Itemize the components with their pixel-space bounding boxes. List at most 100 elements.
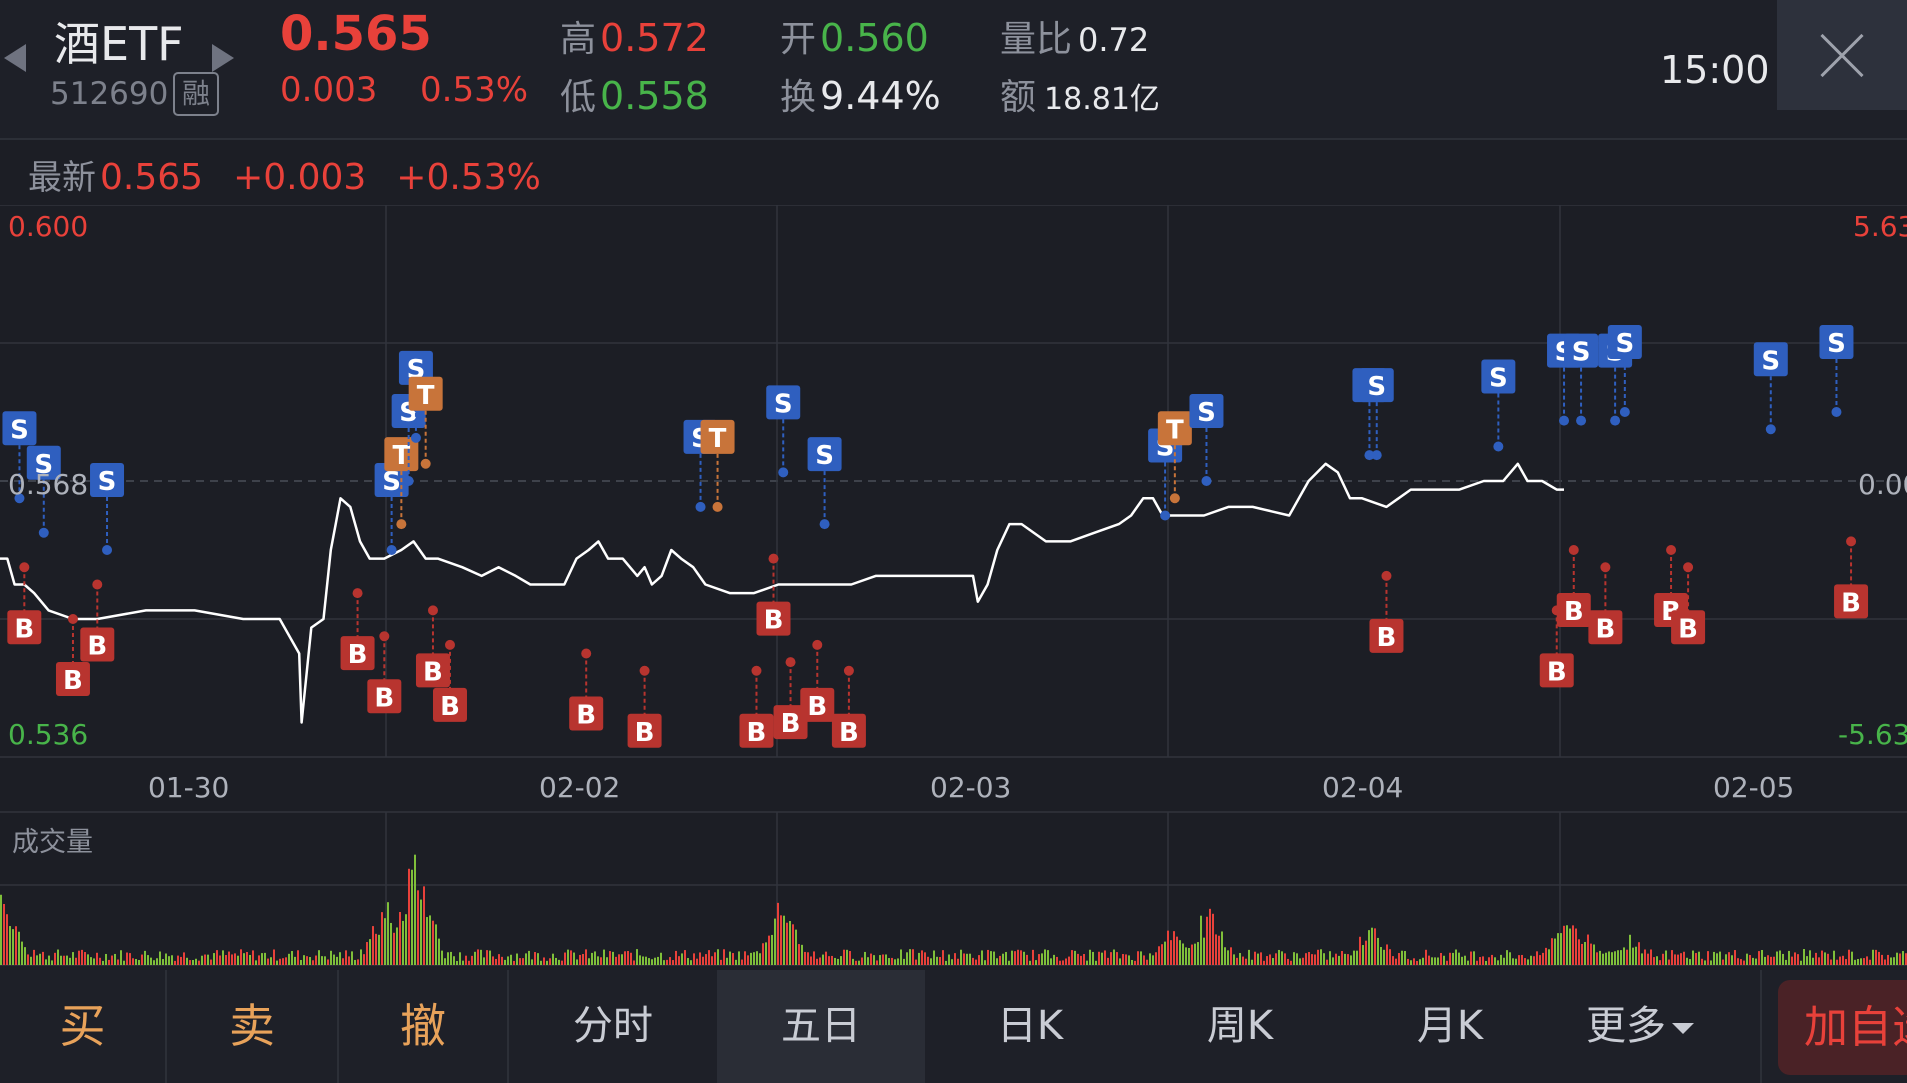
volume-bar (765, 942, 767, 965)
volume-bar (1428, 955, 1430, 965)
volume-bar (783, 915, 785, 965)
volume-bar (1236, 957, 1238, 965)
open-stat: 开 0.560 (780, 10, 929, 62)
current-price: 0.565 (280, 6, 432, 62)
volume-bar (1227, 950, 1229, 965)
volume-bar (1011, 950, 1013, 965)
marker-dot (843, 665, 854, 676)
volume-bar (1803, 949, 1805, 965)
tab-month-k[interactable]: 月K (1416, 1003, 1484, 1049)
sell-button[interactable]: 卖 (229, 999, 275, 1053)
volume-bar (747, 955, 749, 965)
volume-bar (945, 960, 947, 965)
volume-bar (573, 952, 575, 965)
trade-marker-label: S (34, 450, 53, 480)
x-axis-label-4: 02-04 (1322, 771, 1403, 804)
volume-bar (1287, 958, 1289, 965)
trade-marker-s (1607, 325, 1642, 359)
volume-bar (180, 956, 182, 965)
volume-bar (693, 953, 695, 965)
buy-button[interactable]: 买 (59, 999, 106, 1053)
volume-bar (1713, 951, 1715, 965)
volume-bar (876, 960, 878, 965)
volume-bar (534, 952, 536, 965)
volume-bar (390, 922, 392, 965)
tab-more[interactable]: 更多 (1555, 970, 1725, 1083)
marker-dot (102, 545, 113, 555)
tab-week-k[interactable]: 周K (1206, 1003, 1274, 1049)
volume-bar (1311, 954, 1313, 965)
volume-bar (948, 954, 950, 965)
close-icon[interactable] (1777, 0, 1907, 110)
volume-bar (570, 950, 572, 965)
tab-five-day[interactable]: 五日 (717, 970, 925, 1083)
volume-bar (1116, 952, 1118, 965)
volume-bar (1881, 954, 1883, 965)
volume-bar (129, 953, 131, 965)
volume-bar (192, 960, 194, 965)
volume-bar (1347, 954, 1349, 965)
volume-bar (1110, 952, 1112, 965)
trade-marker-s (766, 385, 801, 420)
volume-bar (462, 960, 464, 965)
volume-bar (507, 956, 509, 965)
volume-bar (543, 957, 545, 965)
volume-bar (1788, 950, 1790, 965)
add-to-watchlist-button[interactable]: 加自选 (1778, 980, 1907, 1075)
next-stock-arrow-icon[interactable] (212, 44, 234, 72)
trade-marker-s (1564, 333, 1599, 368)
volume-bar (828, 956, 830, 965)
volume-bar (1890, 957, 1892, 965)
volume-bar (648, 958, 650, 965)
five-day-chart[interactable]: SBSBBSBBSTSSTBBBBSTBBSBBSBSTSSSBSBSSBSBS… (0, 205, 1907, 970)
volume-bar (1479, 957, 1481, 965)
tab-day-k[interactable]: 日K (996, 1003, 1064, 1049)
volume-bar (1215, 934, 1217, 965)
trade-marker-label: B (1547, 657, 1567, 687)
volume-bar (372, 926, 374, 965)
volume-bar (1851, 951, 1853, 965)
volume-bar (954, 953, 956, 965)
volume-bar (1353, 950, 1355, 965)
tab-intraday[interactable]: 分时 (573, 1003, 653, 1049)
volume-bar (1053, 954, 1055, 965)
volume-bar (1419, 959, 1421, 965)
marker-dot (768, 553, 779, 564)
volume-bar (198, 960, 200, 965)
marker-dot (695, 501, 706, 512)
volume-bar (177, 955, 179, 965)
volume-bar (660, 952, 662, 965)
volume-bar (1533, 956, 1535, 965)
volume-bar (1413, 958, 1415, 965)
volume-bar (936, 956, 938, 965)
volume-bar (1005, 951, 1007, 965)
volume-bar (396, 927, 398, 965)
high-stat: 高 0.572 (560, 10, 709, 62)
trade-marker-label: B (1841, 588, 1861, 618)
volume-bar (1599, 950, 1601, 965)
volume-bar (1683, 951, 1685, 965)
volume-bar (30, 956, 32, 965)
volume-bar (108, 959, 110, 965)
trade-marker-label: S (1827, 329, 1846, 359)
volume-bar (654, 957, 656, 965)
volume-bar (27, 954, 29, 965)
volume-bar (1077, 953, 1079, 965)
volume-bar (1791, 956, 1793, 965)
volume-bar (36, 955, 38, 965)
cancel-order-button[interactable]: 撤 (400, 999, 446, 1053)
volume-bar (591, 952, 593, 965)
marker-dot (819, 519, 830, 530)
volume-bar (891, 957, 893, 965)
volume-bar (1839, 956, 1841, 965)
volume-bar (531, 959, 533, 965)
trade-marker-s (2, 411, 37, 446)
previous-stock-arrow-icon[interactable] (4, 44, 26, 72)
volume-bar (1395, 958, 1397, 965)
volume-bar (6, 914, 8, 965)
volume-bar (1764, 956, 1766, 965)
volume-bar (1389, 949, 1391, 965)
volume-bar (1605, 952, 1607, 965)
volume-bar (750, 952, 752, 965)
volume-bar (1161, 944, 1163, 965)
